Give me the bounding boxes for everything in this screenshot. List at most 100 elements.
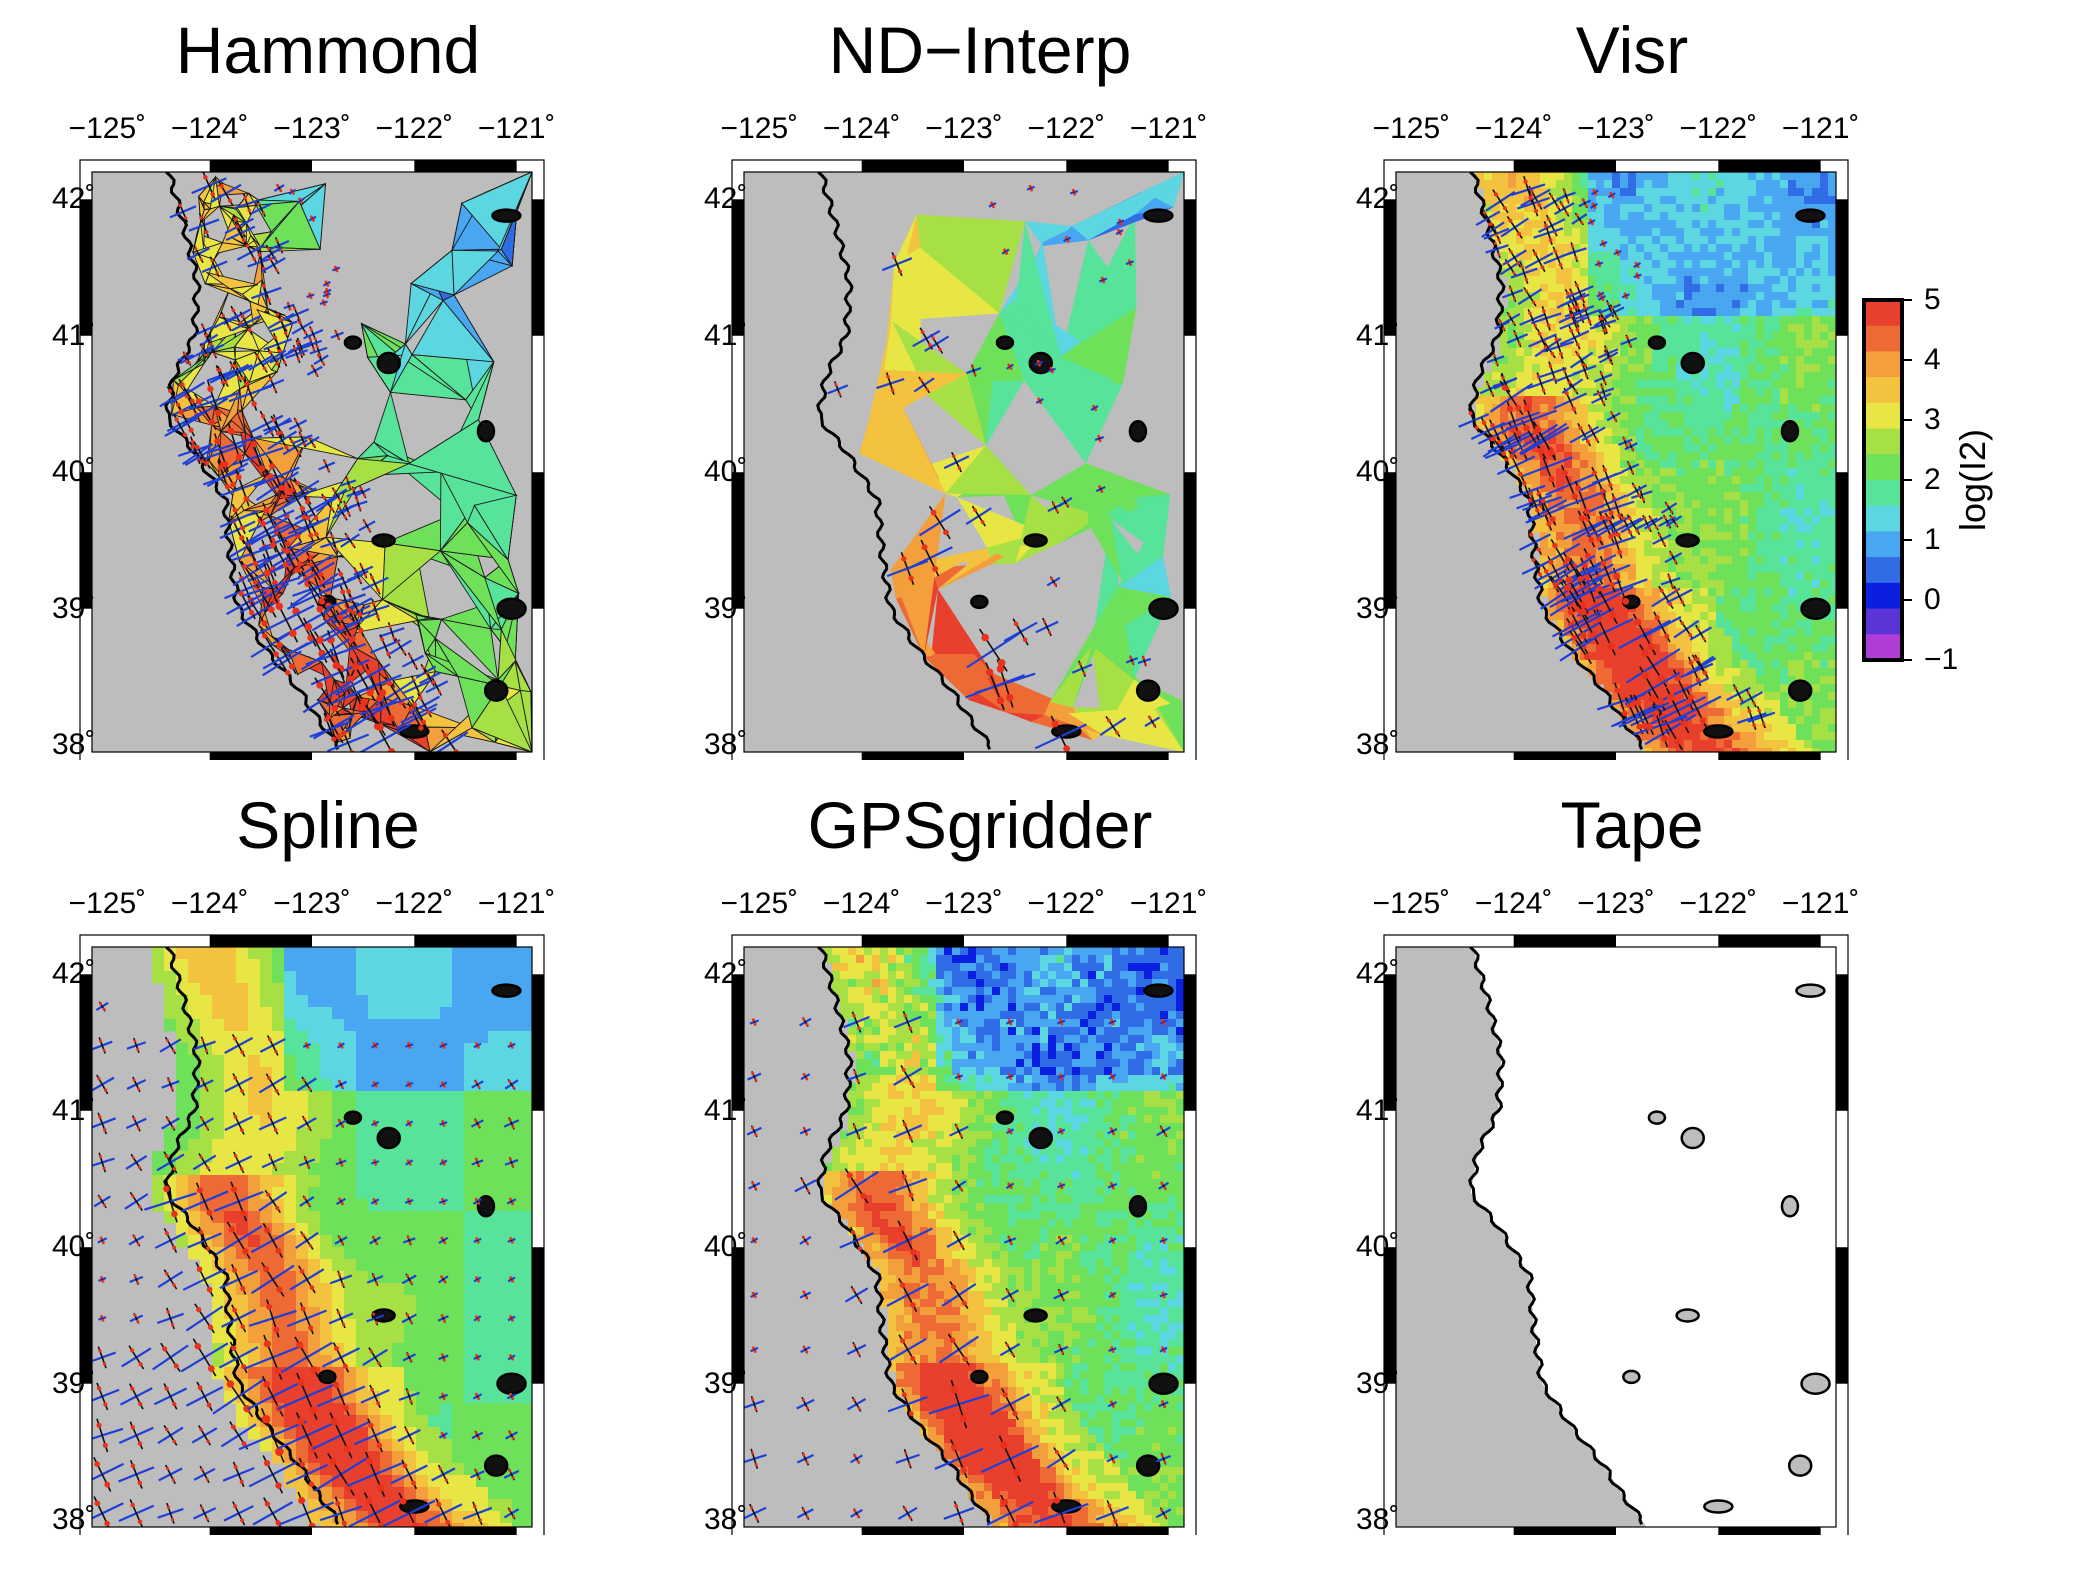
lake-outline [1135,679,1161,702]
x-tick-label: −125˚ [68,112,147,145]
lake-outline [1028,1126,1053,1150]
y-tick-label: 42˚ [704,182,748,216]
y-tick-label: 40˚ [52,455,96,489]
x-tick-label: −122˚ [1679,887,1758,920]
colorbar-swatch [1864,428,1902,455]
lake-outline [1780,1195,1800,1218]
y-tick-label: 38˚ [52,1503,96,1537]
colorbar-swatch [1864,634,1902,661]
lake-outline [476,1195,496,1218]
y-tick-label: 39˚ [1356,591,1400,625]
lake-outline [491,983,522,998]
coastline [1468,947,1643,1525]
map-panel-gpsgridder: GPSgridder −125˚ −124˚ −123˚ −122˚ −121˚ 42˚ 4… [700,775,1260,1536]
y-tick-label: 42˚ [52,957,96,991]
y-tick-label: 38˚ [1356,1503,1400,1537]
map-area [744,172,1184,752]
colorbar-swatch [1864,608,1902,635]
colorbar-swatch [1864,300,1902,327]
lake-outline [1787,1454,1813,1477]
x-tick-label: −121˚ [1781,887,1860,920]
x-tick-label: −125˚ [720,887,799,920]
lake-outline [491,208,522,223]
x-tick-label: −123˚ [1577,887,1655,920]
lake-outline [1647,1110,1667,1125]
lake-outline [1703,1499,1734,1514]
lake-outline [1800,1372,1831,1395]
y-tick-label: 42˚ [52,182,96,216]
panel-title: Tape [1560,788,1704,862]
map-canvas [731,159,1197,760]
x-tick-label: −123˚ [273,887,351,920]
panel-title: Hammond [175,13,481,87]
x-tick-label: −123˚ [925,887,1003,920]
colorbar-swatch [1864,480,1902,507]
x-tick-label: −125˚ [1372,112,1451,145]
y-tick-label: 39˚ [704,591,748,625]
x-tick-label: −123˚ [1577,112,1655,145]
panel-title: GPSgridder [807,788,1153,862]
x-tick-label: −121˚ [477,887,556,920]
lake-outline [970,594,989,610]
x-tick-label: −124˚ [822,887,901,920]
colorbar-swatch [1864,325,1902,352]
lake-outline [995,1110,1015,1125]
y-tick-label: 40˚ [52,1230,96,1264]
x-tick-label: −122˚ [375,887,454,920]
y-tick-label: 38˚ [1356,728,1400,762]
y-tick-label: 41˚ [52,318,96,352]
y-tick-label: 42˚ [704,957,748,991]
x-tick-label: −121˚ [1129,887,1208,920]
panel-title: Visr [1575,13,1689,87]
map-canvas [731,934,1197,1535]
y-tick-label: 39˚ [1356,1366,1400,1400]
lake-outline [343,1110,363,1125]
x-tick-label: −121˚ [1129,112,1208,145]
colorbar-swatch [1864,505,1902,532]
x-tick-label: −125˚ [720,112,799,145]
x-tick-label: −122˚ [375,112,454,145]
x-tick-label: −121˚ [477,112,556,145]
lake-outline [1780,420,1800,443]
x-tick-label: −122˚ [1027,112,1106,145]
colorbar-swatch [1864,582,1902,610]
lake-outline [1703,724,1734,739]
map-area [744,947,1184,1527]
map-area [92,172,532,752]
lake-outline [1135,1454,1161,1477]
y-tick-label: 38˚ [52,728,96,762]
panel-title: ND−Interp [828,13,1132,87]
lake-outline [1680,351,1705,375]
map-canvas [1383,159,1849,760]
y-tick-label: 41˚ [704,1093,748,1127]
colorbar-swatch [1864,531,1902,558]
map-panel-visr: Visr −125˚ −124˚ −123˚ −122˚ −121˚ 42˚ 41˚ 40˚ 3… [1352,0,1912,762]
x-tick-label: −124˚ [822,112,901,145]
x-tick-label: −124˚ [1474,887,1553,920]
colorbar: 5 4 3 2 1 0 −1 log(I2) [1858,283,2048,680]
lake-outline [376,1126,401,1150]
lake-outline [496,1372,527,1395]
lake-outline [1143,983,1174,998]
colorbar-tick: 5 [1924,283,1941,316]
lake-outline [1128,420,1148,443]
x-tick-label: −124˚ [170,112,249,145]
map-panel-hammond: Hammond −125˚ −124˚ −123˚ −122˚ −121˚ 42˚ 41˚ 4… [48,0,608,762]
lake-outline [483,1454,509,1477]
map-canvas [79,159,545,760]
map-panel-tape: Tape −125˚ −124˚ −123˚ −122˚ −121˚ 42˚ 41˚ 40˚ 3… [1352,775,1912,1537]
colorbar-tick: 1 [1924,523,1941,556]
y-tick-label: 39˚ [52,591,96,625]
lake-outline [343,335,363,350]
colorbar-tick: 4 [1924,343,1941,376]
y-tick-label: 38˚ [704,728,748,762]
y-tick-label: 40˚ [704,1230,748,1264]
lake-outline [1647,335,1667,350]
x-tick-label: −124˚ [170,887,249,920]
y-tick-label: 40˚ [704,455,748,489]
lake-outline [496,597,527,620]
lake-outline [318,1369,337,1385]
lake-outline [376,351,401,375]
land-region [1470,947,1836,1527]
map-canvas [1383,934,1849,1535]
